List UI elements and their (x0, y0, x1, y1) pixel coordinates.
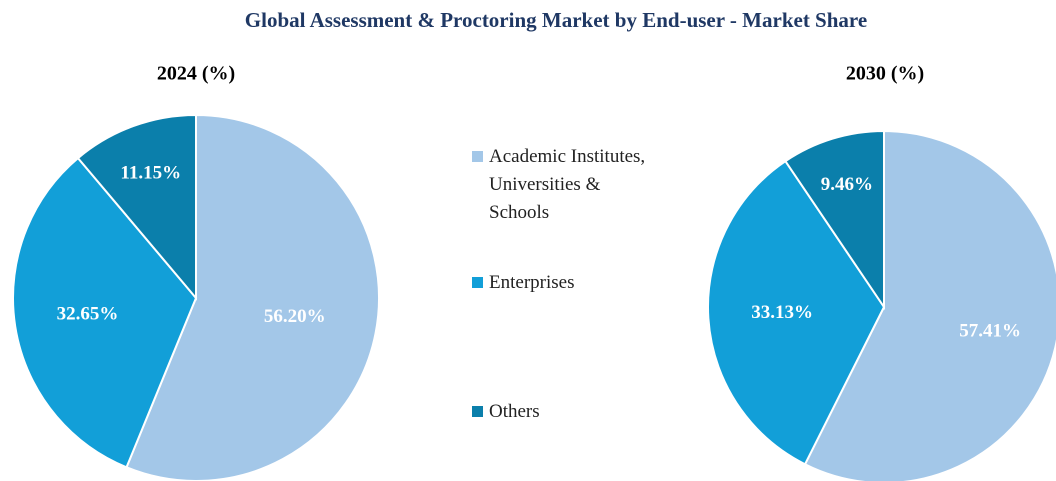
chart-title: Global Assessment & Proctoring Market by… (245, 8, 867, 32)
legend-item: Enterprises (472, 269, 652, 297)
pie-slice (784, 129, 885, 311)
data-label: 33.13% (751, 302, 813, 323)
data-label: 57.41% (959, 321, 1021, 342)
data-label: 32.65% (57, 303, 119, 324)
legend-label: Enterprises (489, 272, 575, 293)
legend-label: Others (489, 401, 540, 422)
pie-slice (707, 159, 886, 466)
data-label: 9.46% (821, 174, 873, 195)
pie-title: 2030 (%) (846, 63, 924, 85)
legend-swatch (472, 406, 483, 417)
data-label: 56.20% (264, 306, 326, 327)
pie-slice (803, 129, 1056, 481)
legend-item: Academic Institutes, Universities & Scho… (472, 143, 652, 223)
pie-slice (76, 113, 197, 301)
legend-label: Academic Institutes, Universities & Scho… (489, 146, 646, 223)
pie-slice (12, 156, 198, 469)
pie-slice (125, 113, 380, 481)
pie-title: 2024 (%) (157, 63, 235, 85)
legend-item: Others (472, 398, 652, 426)
legend-swatch (472, 151, 483, 162)
data-label: 11.15% (120, 163, 181, 184)
legend-swatch (472, 277, 483, 288)
